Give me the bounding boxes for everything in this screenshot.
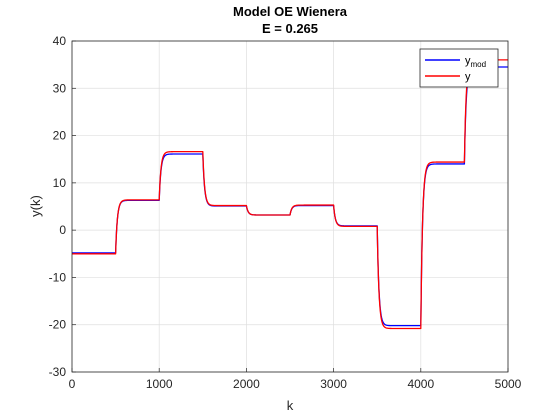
y-tick-label: -10 xyxy=(49,270,67,284)
plot-background xyxy=(72,41,508,372)
x-tick-label: 1000 xyxy=(146,377,173,391)
y-tick-label: 40 xyxy=(53,34,67,48)
x-tick-label: 2000 xyxy=(233,377,260,391)
ticks: 0 1000 2000 3000 4000 5000 -30 -20 -10 0 10 20 30 40 xyxy=(49,34,522,391)
legend-box xyxy=(419,48,499,88)
legend-label-ymod-sub: mod xyxy=(471,60,487,69)
x-tick-label: 4000 xyxy=(407,377,434,391)
x-tick-label: 5000 xyxy=(495,377,522,391)
y-tick-label: 20 xyxy=(53,129,67,143)
y-tick-label: 30 xyxy=(53,81,67,95)
y-tick-label: 0 xyxy=(59,223,66,237)
legend-label-y: y xyxy=(465,71,471,83)
y-axis-label: y(k) xyxy=(28,195,43,217)
plot-frame xyxy=(71,40,509,373)
x-axis-label: k xyxy=(287,398,294,413)
legend-label-ymod: ymod xyxy=(465,55,486,69)
y-tick-label: -30 xyxy=(49,365,67,379)
x-tick-label: 3000 xyxy=(320,377,347,391)
legend: ymod y xyxy=(419,48,499,88)
series-layer xyxy=(71,59,509,330)
chart-subtitle: E = 0.265 xyxy=(262,21,318,36)
legend-label-ymod-main: y xyxy=(465,55,471,67)
x-tick-label: 0 xyxy=(69,377,76,391)
series-line-y xyxy=(71,59,509,330)
chart-title: Model OE Wienera xyxy=(233,4,348,19)
y-tick-label: 10 xyxy=(53,176,67,190)
y-tick-label: -20 xyxy=(49,318,67,332)
